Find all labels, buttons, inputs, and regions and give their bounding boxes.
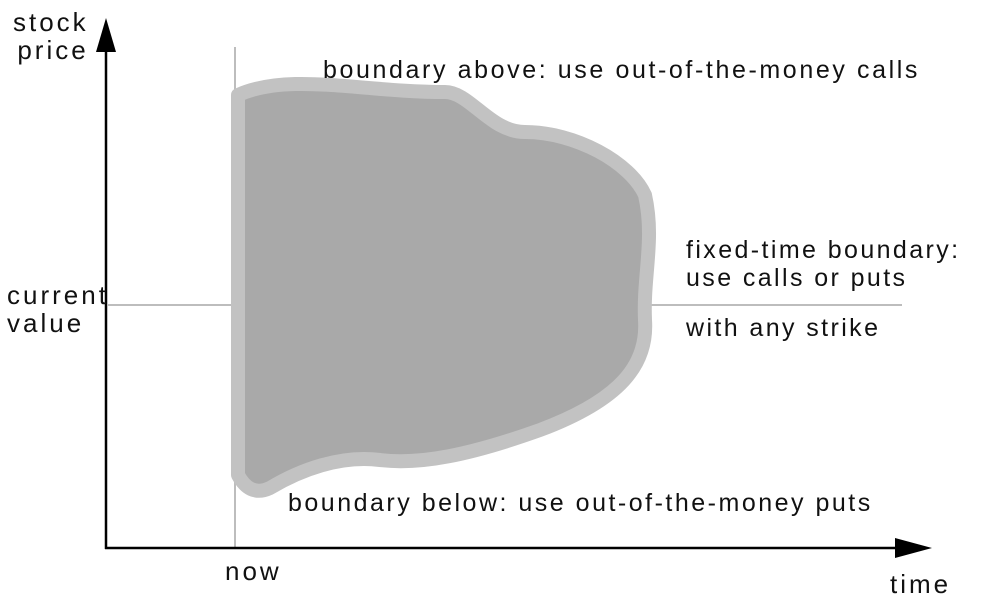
y-axis-arrow <box>96 18 116 52</box>
y-axis-label: stock price <box>13 8 89 64</box>
now-label: now <box>225 556 282 586</box>
boundary-region <box>231 77 656 498</box>
fixed-time-boundary-line3: with any strike <box>686 314 881 342</box>
fixed-time-boundary-line1: fixed-time boundary: <box>686 236 961 264</box>
fixed-time-boundary-line2: use calls or puts <box>686 264 908 292</box>
fixed-time-boundary-label: fixed-time boundary: use calls or puts w… <box>686 236 961 342</box>
current-value-label-line2: value <box>7 308 85 338</box>
y-axis-label-line1: stock <box>13 7 89 37</box>
current-value-label-line1: current <box>7 280 109 310</box>
x-axis-arrow <box>895 538 932 558</box>
lower-boundary-label: boundary below: use out-of-the-money put… <box>288 489 873 517</box>
time-label: time <box>890 569 952 599</box>
y-axis-label-line2: price <box>17 35 89 65</box>
current-value-label: current value <box>7 281 109 337</box>
upper-boundary-label: boundary above: use out-of-the-money cal… <box>323 56 920 84</box>
